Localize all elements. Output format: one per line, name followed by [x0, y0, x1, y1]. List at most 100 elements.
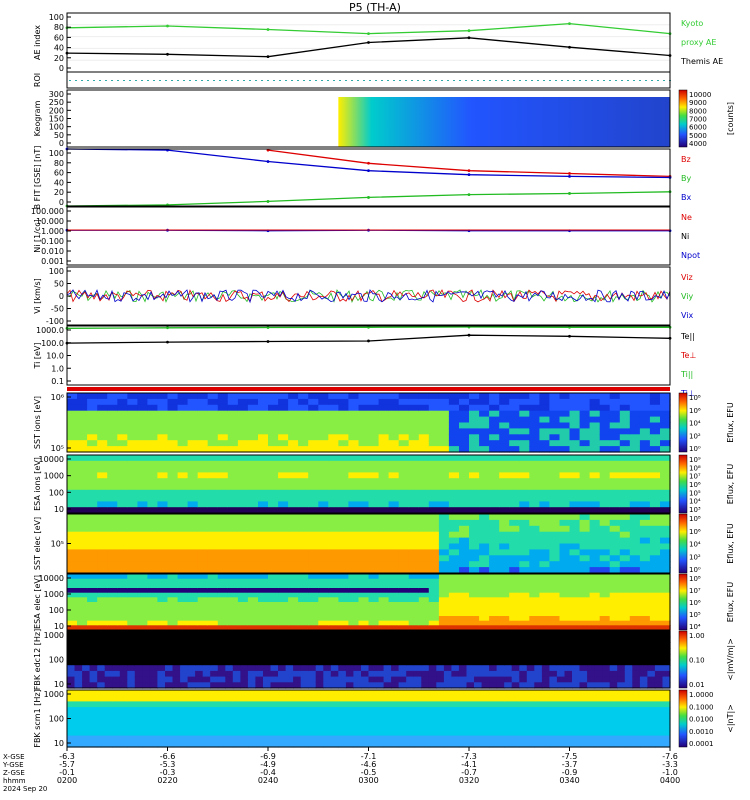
spectrogram-cell: [318, 495, 329, 502]
spectrogram-cell: [127, 718, 143, 725]
spectrogram-cell: [556, 648, 565, 655]
spectrogram-cell: [639, 466, 651, 473]
spectrogram-cell: [147, 393, 159, 400]
spectrogram-cell: [348, 597, 360, 603]
spectrogram-cell: [87, 398, 98, 406]
spectrogram-cell: [589, 434, 601, 441]
spectrogram-cell: [232, 670, 241, 678]
spectrogram-cell: [107, 478, 118, 485]
spectrogram-cell: [127, 543, 138, 550]
spectrogram-cell: [448, 428, 460, 435]
y-axis-label: Vi [km/s]: [33, 278, 42, 314]
spectrogram-cell: [308, 410, 319, 418]
spectrogram-cell: [202, 676, 211, 683]
spectrogram-cell: [247, 574, 259, 580]
spectrogram-cell: [112, 676, 121, 683]
spectrogram-cell: [529, 416, 540, 424]
x-tick-label: -0.7: [461, 768, 477, 777]
spectrogram-cell: [559, 514, 571, 521]
spectrogram-cell: [388, 519, 400, 527]
spectrogram-cell: [247, 398, 259, 406]
spectrogram-cell: [187, 495, 199, 502]
spectrogram-cell: [127, 659, 136, 666]
spectrogram-cell: [639, 588, 651, 594]
spectrogram-cell: [391, 648, 400, 655]
spectrogram-cell: [479, 537, 490, 545]
spectrogram-cell: [348, 489, 360, 497]
spectrogram-cell: [504, 695, 520, 702]
spectrogram-cell: [660, 416, 671, 424]
spectrogram-cell: [458, 631, 467, 638]
spectrogram-cell: [609, 659, 618, 666]
spectrogram-cell: [421, 682, 430, 689]
spectrogram-cell: [87, 472, 98, 479]
spectrogram-cell: [662, 682, 671, 689]
spectrogram-cell: [67, 393, 78, 400]
spectrogram-cell: [579, 636, 588, 643]
spectrogram-cell: [459, 597, 470, 603]
by-line-point: [266, 200, 270, 203]
spectrogram-cell: [649, 583, 661, 589]
spectrogram-cell: [469, 525, 480, 533]
spectrogram-cell: [127, 561, 138, 568]
spectrogram-cell: [177, 597, 189, 603]
spectrogram-cell: [247, 625, 259, 631]
spectrogram-cell: [207, 578, 219, 584]
spectrogram-cell: [137, 597, 149, 603]
spectrogram-cell: [67, 455, 78, 462]
spectrogram-cell: [388, 561, 400, 568]
spectrogram-cell: [489, 712, 505, 720]
spectrogram-cell: [361, 642, 370, 649]
spectrogram-cell: [509, 616, 520, 622]
spectrogram-cell: [629, 460, 641, 468]
spectrogram-cell: [197, 410, 209, 418]
spectrogram-cell: [318, 592, 329, 598]
spectrogram-cell: [288, 434, 299, 441]
spectrogram-cell: [529, 422, 540, 429]
spectrogram-cell: [338, 597, 350, 603]
spectrogram-cell: [247, 592, 259, 598]
spectrogram-cell: [368, 455, 380, 462]
spectrogram-cell: [398, 602, 410, 608]
spectrogram-cell: [97, 555, 108, 562]
spectrogram-cell: [232, 695, 249, 702]
spectrogram-cell: [539, 398, 551, 406]
spectrogram-cell: [298, 592, 309, 598]
spectrogram-cell: [499, 574, 510, 580]
spectrogram-cell: [474, 642, 483, 649]
spectrogram-cell: [474, 648, 483, 655]
spectrogram-cell: [210, 682, 219, 689]
y-tick-label: 100: [49, 606, 64, 615]
spectrogram-cell: [519, 735, 535, 742]
spectrogram-cell: [519, 592, 530, 598]
spectrogram-cell: [298, 602, 309, 608]
spectrogram-cell: [519, 549, 530, 556]
spectrogram-cell: [348, 398, 360, 406]
spectrogram-cell: [97, 631, 106, 638]
spectrogram-cell: [338, 549, 350, 556]
spectrogram-cell: [529, 602, 540, 608]
spectrogram-cell: [167, 561, 179, 568]
spectrogram-cell: [599, 440, 611, 447]
spectrogram-cell: [247, 602, 259, 608]
spectrogram-cell: [499, 398, 510, 406]
roi-dot: [513, 80, 515, 81]
spectrogram-cell: [288, 455, 299, 462]
spectrogram-cell: [87, 583, 98, 589]
spectrogram-cell: [210, 631, 219, 638]
spectrogram-cell: [428, 507, 440, 514]
spectrogram-cell: [378, 446, 390, 453]
spectrogram-cell: [157, 712, 174, 720]
spectrogram-cell: [338, 543, 350, 550]
spectrogram-cell: [112, 631, 121, 638]
spectrogram-cell: [459, 588, 470, 594]
spectrogram-cell: [660, 460, 671, 468]
spectrogram-cell: [197, 404, 209, 412]
roi-dot: [171, 80, 173, 81]
spectrogram-cell: [428, 460, 440, 468]
spectrogram-cell: [338, 592, 350, 598]
spectrogram-cell: [298, 495, 309, 502]
spectrogram-cell: [112, 712, 128, 720]
spectrogram-cell: [549, 455, 561, 462]
spectrogram-cell: [165, 665, 174, 672]
